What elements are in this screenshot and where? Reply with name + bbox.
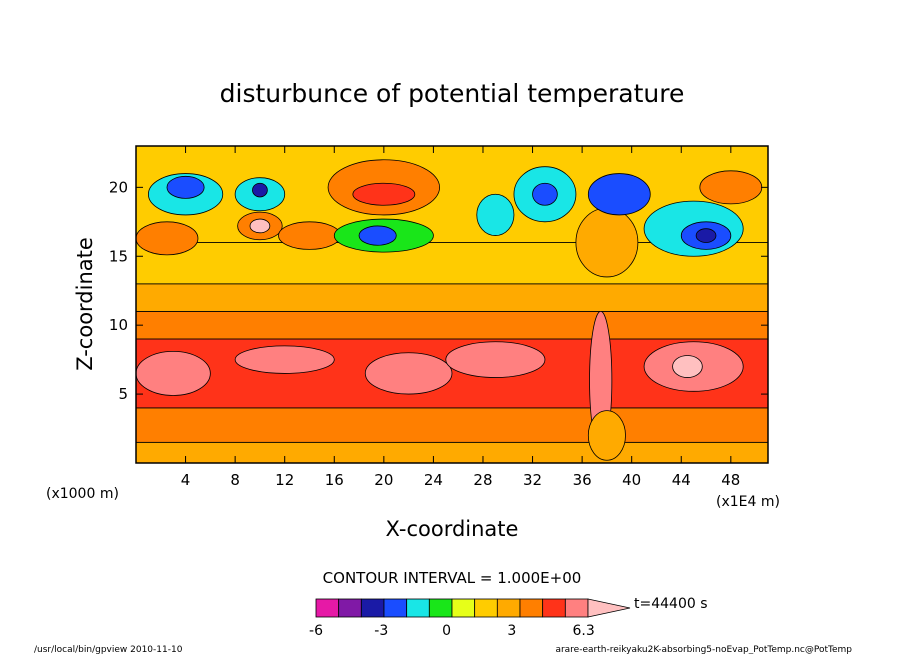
contour-blob-23 [575,207,639,278]
contour-blob-20 [476,193,515,236]
footer-right: arare-earth-reikyaku2K-absorbing5-noEvap… [555,645,852,654]
y-tick-label: 5 [118,385,128,403]
contour-blob-27 [695,228,717,243]
y-axis-ticks: 5 10 15 20 [109,178,768,403]
contour-blob-0 [136,350,211,396]
colorbar-tick-label: 0 [442,623,451,639]
time-label: t=44400 s [634,596,708,612]
colorbar-swatch [360,598,385,618]
x-unit-right: (x1E4 m) [716,494,780,510]
contour-blob-9 [249,218,271,234]
contour-blob-22 [532,182,558,206]
contour-blob-24 [587,173,651,216]
y-axis-label: Z-coordinate [73,237,97,371]
x-tick-label: 4 [181,471,191,489]
contour-blob-2 [364,352,453,395]
contour-blob-7 [587,410,626,461]
colorbar-swatch [383,598,408,618]
contour-blob-5 [672,355,703,378]
level-band-0 [136,441,768,463]
contour-blob-28 [699,170,763,205]
x-axis-ticks: 4 8 12 16 20 24 28 32 36 40 44 48 [181,146,740,489]
contour-blob-11 [136,221,199,256]
colorbar-tick-label: -6 [309,623,323,639]
x-axis-label: X-coordinate [386,517,519,541]
colorbar-swatch [406,598,430,618]
plot-frame [135,145,769,464]
colorbar-swatch [451,598,476,618]
colorbar-tick-label: -3 [374,623,388,639]
x-tick-label: 12 [275,471,294,489]
colorbar [315,598,631,618]
level-band-4 [136,283,768,312]
colorbar-swatch [519,598,544,618]
x-tick-label: 28 [473,471,492,489]
contour-blob-1 [234,345,335,374]
contour-blob-10 [278,221,341,250]
contour-blob-19 [358,225,397,246]
x-tick-label: 44 [672,471,691,489]
colorbar-swatch [474,598,498,618]
colorbar-arrow [587,598,631,618]
colorbar-tick-label: 6.3 [573,623,595,639]
x-tick-label: 24 [424,471,443,489]
x-tick-label: 48 [721,471,740,489]
chart-title: disturbunce of potential temperature [220,79,685,108]
footer-left: /usr/local/bin/gpview 2010-11-10 [34,645,183,654]
level-band-1 [136,407,768,443]
contour-interval-text: CONTOUR INTERVAL = 1.000E+00 [323,569,582,587]
x-tick-label: 32 [523,471,542,489]
contour-blob-3 [445,341,546,378]
x-tick-label: 36 [573,471,592,489]
x-tick-label: 20 [374,471,393,489]
x-tick-label: 40 [622,471,641,489]
colorbar-tick-label: 3 [507,623,516,639]
contour-blob-13 [166,175,205,199]
y-tick-label: 20 [109,178,128,196]
colorbar-swatch [542,598,566,618]
plot-area [136,146,768,463]
x-tick-label: 8 [230,471,240,489]
level-band-3 [136,310,768,340]
y-tick-label: 10 [109,316,128,334]
contour-blob-15 [252,182,268,198]
colorbar-swatch [315,598,340,618]
contour-blob-17 [352,182,416,206]
y-tick-label: 15 [109,247,128,265]
colorbar-labels: -6 -3 0 3 6.3 [309,623,595,639]
colorbar-swatch [428,598,453,618]
colorbar-swatch [564,598,589,618]
colorbar-swatch [496,598,521,618]
colorbar-swatch [338,598,362,618]
x-unit-left: (x1000 m) [46,486,119,502]
x-tick-label: 16 [325,471,344,489]
